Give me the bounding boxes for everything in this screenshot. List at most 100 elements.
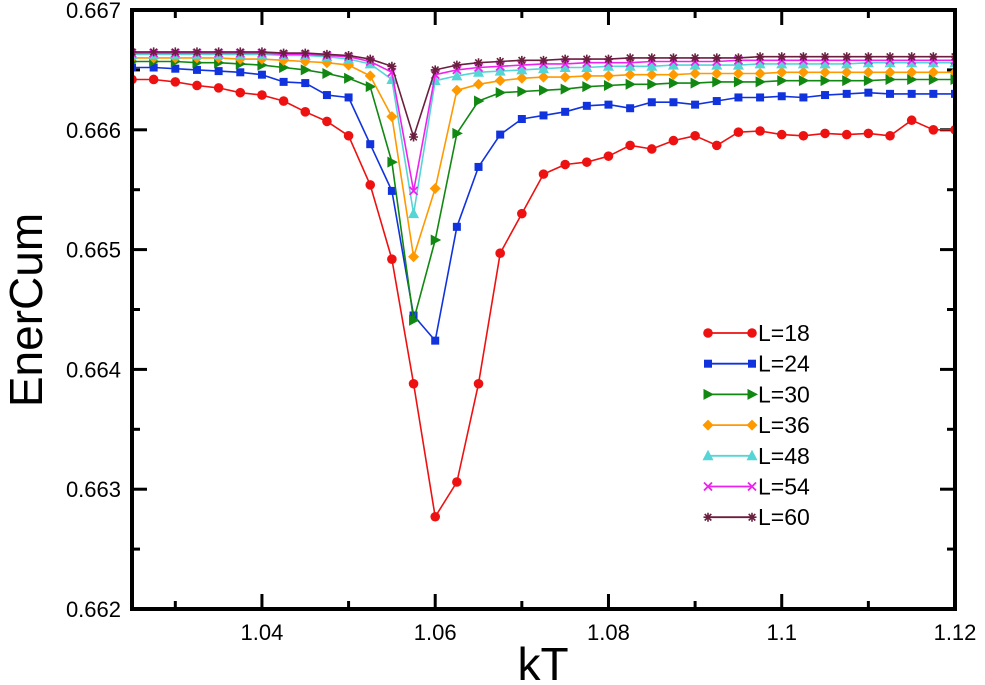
legend-label-l-30: L=30: [758, 381, 810, 407]
data-point-l-30: [430, 234, 442, 246]
legend-label-l-54: L=54: [758, 474, 810, 500]
data-point-l-24: [257, 70, 266, 79]
data-point-l-60: [668, 53, 678, 63]
data-point-l-24: [149, 63, 158, 72]
data-point-l-18: [690, 130, 700, 141]
data-point-l-30: [625, 78, 637, 90]
data-point-l-24: [322, 91, 331, 100]
data-point-l-36: [581, 70, 593, 82]
data-point-l-36: [927, 66, 939, 78]
data-point-l-18: [365, 180, 376, 190]
data-point-l-60: [733, 53, 743, 63]
legend-marker-l-18: [703, 328, 713, 338]
data-point-l-18: [408, 378, 419, 389]
data-point-l-60: [192, 47, 202, 57]
series-l-60: [132, 47, 955, 142]
data-point-l-18: [863, 128, 874, 139]
x-tick-label: 1.12: [934, 620, 977, 645]
data-point-l-24: [777, 92, 786, 101]
data-point-l-24: [734, 93, 743, 102]
data-point-l-36: [408, 251, 420, 263]
data-point-l-48: [754, 57, 766, 69]
data-point-l-48: [624, 60, 636, 71]
data-point-l-18: [473, 378, 484, 389]
legend-marker-l-54: [747, 481, 757, 492]
legend-marker-l-48: [702, 449, 714, 461]
plot-frame: [130, 8, 957, 611]
legend: L=18 L=24 L=30 L=36 L=48 L=54 L=60: [702, 320, 810, 530]
data-point-l-48: [711, 59, 723, 70]
data-point-l-36: [841, 66, 853, 78]
data-point-l-48: [906, 56, 918, 68]
data-point-l-30: [798, 75, 810, 87]
data-point-l-24: [517, 115, 526, 124]
data-point-l-36: [494, 75, 506, 87]
data-point-l-36: [473, 78, 485, 90]
x-tick-label: 1.06: [414, 620, 457, 645]
data-point-l-18: [192, 80, 202, 91]
data-point-l-18: [625, 140, 635, 151]
data-point-l-48: [732, 59, 744, 70]
data-point-l-36: [884, 66, 896, 78]
data-point-l-24: [344, 93, 353, 102]
data-point-l-60: [712, 53, 722, 63]
data-point-l-24: [691, 100, 700, 109]
data-point-l-24: [431, 336, 440, 345]
data-point-l-18: [148, 74, 159, 85]
legend-label-l-24: L=24: [758, 351, 810, 377]
data-point-l-48: [559, 61, 571, 73]
legend-label-l-36: L=36: [758, 412, 810, 438]
legend-marker-l-24: [704, 359, 712, 368]
data-point-l-18: [257, 90, 267, 100]
data-point-l-18: [906, 115, 917, 126]
legend-marker-l-54: [703, 481, 713, 492]
data-point-l-48: [841, 57, 853, 69]
data-point-l-36: [386, 111, 398, 123]
data-point-l-24: [712, 97, 721, 106]
data-point-l-60: [517, 55, 527, 65]
data-point-l-30: [733, 76, 745, 88]
data-point-l-24: [561, 107, 570, 116]
data-point-l-24: [604, 100, 613, 109]
data-point-l-60: [474, 58, 484, 68]
data-point-l-48: [494, 65, 506, 76]
legend-item-l-18: L=18: [703, 320, 810, 346]
data-point-l-18: [235, 87, 246, 98]
data-point-l-18: [322, 116, 332, 127]
data-point-l-60: [603, 54, 613, 64]
data-point-l-30: [863, 75, 875, 87]
data-point-l-60: [777, 52, 787, 62]
data-point-l-30: [474, 95, 485, 107]
data-point-l-60: [279, 48, 289, 58]
data-point-l-24: [301, 79, 310, 88]
y-tick-label: 0.663: [66, 477, 121, 502]
y-axis-label: EnerCum: [0, 213, 52, 407]
data-point-l-24: [387, 186, 396, 195]
data-point-l-30: [820, 75, 832, 87]
data-point-l-18: [820, 128, 830, 139]
axis-tick-labels: 1.04 1.06 1.08 1.1 1.12 0.662 0.663 0.664 0.665 0…: [66, 0, 976, 645]
data-point-l-18: [495, 248, 505, 258]
data-point-l-60: [300, 48, 310, 58]
data-point-l-60: [322, 49, 332, 59]
data-point-l-48: [386, 73, 398, 84]
data-point-l-48: [581, 61, 593, 73]
data-point-l-30: [755, 76, 767, 88]
data-point-l-18: [560, 159, 570, 170]
data-point-l-48: [862, 56, 874, 68]
data-point-l-36: [906, 66, 918, 78]
data-point-l-36: [364, 70, 376, 82]
data-point-l-30: [712, 76, 723, 88]
series-l-30: [132, 56, 955, 326]
legend-marker-l-30: [747, 388, 758, 400]
data-point-l-54: [132, 48, 137, 58]
x-tick-label: 1.08: [587, 620, 630, 645]
legend-marker-l-36: [746, 419, 758, 431]
data-point-l-24: [171, 64, 180, 73]
data-point-l-54: [408, 186, 419, 196]
data-point-l-30: [690, 77, 702, 89]
legend-item-l-60: L=60: [703, 504, 810, 530]
data-point-l-30: [279, 62, 290, 74]
